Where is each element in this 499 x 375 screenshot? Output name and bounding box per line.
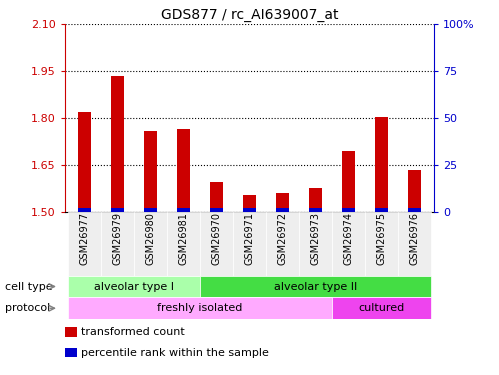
Text: GSM26970: GSM26970 [212, 212, 222, 265]
Text: transformed count: transformed count [81, 327, 185, 337]
Bar [177, 129, 190, 212]
Text: GSM26981: GSM26981 [179, 212, 189, 265]
Text: GSM26973: GSM26973 [310, 212, 320, 265]
Text: alveolar type I: alveolar type I [94, 282, 174, 291]
FancyBboxPatch shape [266, 212, 299, 276]
Text: GSM26971: GSM26971 [245, 212, 254, 265]
Bar [408, 208, 421, 212]
Bar [210, 182, 223, 212]
Bar [342, 151, 355, 212]
FancyBboxPatch shape [398, 212, 431, 276]
Bar [408, 170, 421, 212]
Text: freshly isolated: freshly isolated [157, 303, 243, 313]
Bar [309, 188, 322, 212]
Text: GSM26974: GSM26974 [343, 212, 353, 265]
Bar [111, 76, 124, 212]
FancyBboxPatch shape [167, 212, 200, 276]
Text: GSM26975: GSM26975 [376, 212, 386, 265]
FancyBboxPatch shape [299, 212, 332, 276]
FancyBboxPatch shape [101, 212, 134, 276]
Text: protocol: protocol [5, 303, 50, 313]
Bar [243, 195, 256, 212]
Bar [332, 297, 431, 319]
Title: GDS877 / rc_AI639007_at: GDS877 / rc_AI639007_at [161, 8, 338, 22]
Bar [111, 208, 124, 212]
Bar [68, 276, 200, 297]
Bar [210, 208, 223, 212]
Text: cell type: cell type [5, 282, 52, 291]
FancyBboxPatch shape [68, 212, 101, 276]
FancyBboxPatch shape [332, 212, 365, 276]
Bar [78, 208, 91, 212]
FancyBboxPatch shape [365, 212, 398, 276]
Text: GSM26976: GSM26976 [409, 212, 419, 265]
Bar [243, 208, 256, 212]
Text: percentile rank within the sample: percentile rank within the sample [81, 348, 269, 357]
Bar [68, 297, 332, 319]
FancyBboxPatch shape [200, 212, 233, 276]
Bar [144, 208, 157, 212]
Bar [309, 208, 322, 212]
FancyBboxPatch shape [134, 212, 167, 276]
Bar [342, 208, 355, 212]
Text: cultured: cultured [358, 303, 405, 313]
Text: GSM26980: GSM26980 [146, 212, 156, 265]
Text: GSM26977: GSM26977 [80, 212, 90, 265]
Bar [144, 130, 157, 212]
Text: GSM26972: GSM26972 [277, 212, 287, 265]
Bar [276, 208, 289, 212]
Bar [375, 117, 388, 212]
Bar [200, 276, 431, 297]
FancyBboxPatch shape [233, 212, 266, 276]
Text: alveolar type II: alveolar type II [274, 282, 357, 291]
Text: GSM26979: GSM26979 [113, 212, 123, 265]
Bar [78, 112, 91, 212]
Bar [375, 208, 388, 212]
Bar [276, 193, 289, 212]
Bar [177, 208, 190, 212]
